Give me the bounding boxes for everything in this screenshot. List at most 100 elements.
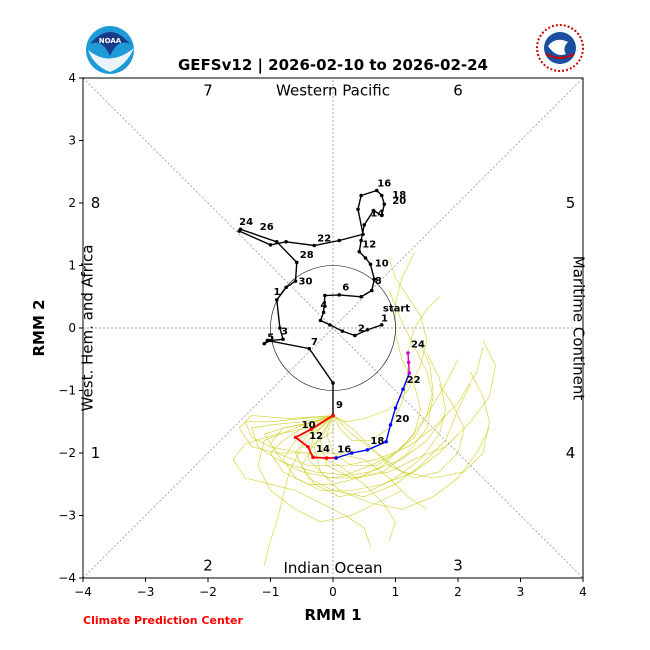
observed-track-point (278, 326, 282, 330)
ensemble-member-10 (313, 415, 490, 510)
x-tick-label: 0 (329, 585, 337, 599)
observed-day-label: 30 (299, 276, 313, 287)
y-tick-label: −3 (58, 509, 76, 523)
forecast-week3-track-point (406, 351, 410, 355)
x-tick-label: −1 (262, 585, 280, 599)
observed-day-label: 8 (375, 276, 382, 287)
y-tick-label: 0 (68, 321, 76, 335)
observed-track-point (265, 338, 270, 343)
ensemble-member-2 (295, 384, 471, 498)
observed-track-point (368, 262, 373, 267)
region-label-bottom: Indian Ocean (283, 559, 382, 577)
forecast-week1-day-label: 14 (316, 444, 330, 455)
observed-track-point (238, 227, 243, 232)
observed-track-point (323, 293, 327, 298)
phase-label-1: 1 (91, 444, 101, 462)
nws-logo (536, 24, 584, 72)
ensemble-group (232, 252, 496, 566)
observed-track-point (312, 243, 317, 248)
phase-label-3: 3 (453, 557, 463, 575)
phase-label-7: 7 (203, 82, 213, 100)
observed-track-point (357, 249, 362, 254)
observed-track-point (268, 243, 273, 247)
forecast-week2-track-point (334, 456, 338, 460)
ensemble-member-4 (257, 415, 402, 523)
x-tick-label: −2 (199, 585, 217, 599)
observed-day-label: 22 (317, 233, 331, 244)
forecast-week2-day-label: 22 (407, 375, 421, 386)
observed-track-point (294, 260, 299, 265)
observed-track-point (379, 213, 384, 218)
observed-day-label: 7 (311, 337, 318, 348)
observed-track-point (359, 193, 363, 198)
observed-track-point (362, 223, 367, 227)
observed-track-point (337, 293, 342, 297)
forecast-week2-day-label: 16 (337, 445, 351, 456)
forecast-week2-day-label: 18 (370, 436, 384, 447)
observed-track-point (372, 277, 377, 282)
observed-track-point (356, 207, 360, 212)
observed-track-point (361, 232, 365, 237)
forecast-week1-day-label: 12 (309, 431, 323, 442)
ensemble-member-13 (238, 415, 396, 541)
observed-day-label: start (383, 303, 410, 314)
forecast-week2-track (335, 372, 410, 459)
observed-day-label: 6 (342, 283, 349, 294)
noaa-logo: NOAA (86, 26, 134, 74)
forecast-week2-track-point (384, 439, 388, 444)
forecast-week1-track-point (309, 427, 313, 432)
x-axis-label: RMM 1 (304, 606, 361, 624)
x-tick-label: 2 (454, 585, 462, 599)
phase-label-2: 2 (203, 557, 213, 575)
forecast-week2-track-point (388, 423, 393, 427)
observed-track-point (359, 294, 363, 299)
observed-track-point (281, 337, 285, 342)
observed-track-point (369, 288, 374, 293)
svg-text:NOAA: NOAA (99, 37, 122, 45)
observed-track-point (379, 193, 384, 198)
x-tick-label: −3 (137, 585, 155, 599)
observed-day-label: 24 (239, 217, 253, 228)
observed-day-label: 2 (358, 323, 365, 334)
region-label-left: West. Hem. and Africa (78, 245, 96, 412)
forecast-week2-track-point (349, 451, 354, 455)
observed-track-point (307, 346, 312, 351)
chart-title: GEFSv12 | 2026-02-10 to 2026-02-24 (178, 56, 488, 75)
ensemble-member-15 (282, 415, 459, 491)
observed-track-point (262, 341, 267, 346)
ensemble-member-1 (251, 415, 446, 479)
observed-track-point (284, 285, 288, 290)
observed-day-label: 16 (377, 178, 391, 189)
forecast-week1-track-point (293, 435, 298, 440)
observed-day-label: 1 (274, 287, 281, 298)
observed-track-point (371, 208, 376, 213)
observed-track-point (374, 188, 379, 193)
y-tick-label: 2 (68, 196, 76, 210)
ensemble-member-14 (332, 371, 490, 479)
observed-track-point (328, 323, 332, 327)
observed-track-point (359, 238, 363, 243)
observed-day-label: 1 (381, 313, 388, 324)
phase-label-8: 8 (91, 194, 101, 212)
observed-track-point (363, 256, 368, 260)
forecast-week2-day-label: 20 (395, 414, 409, 425)
observed-track-point (331, 381, 335, 385)
observed-day-label: 10 (375, 258, 389, 269)
ensemble-member-17 (232, 415, 371, 547)
observed-track-point (293, 279, 298, 283)
ensemble-member-18 (307, 340, 496, 479)
forecast-week1-track-point (306, 444, 310, 449)
x-tick-label: 4 (579, 585, 587, 599)
phase-label-6: 6 (453, 82, 463, 100)
forecast-week1-track-point (324, 456, 329, 460)
forecast-week3-day-label: 24 (411, 340, 425, 351)
ensemble-member-8 (245, 415, 427, 510)
y-tick-label: 3 (68, 134, 76, 148)
observed-day-label: 26 (260, 222, 274, 233)
observed-track-point (340, 329, 345, 333)
observed-day-label: 12 (362, 240, 376, 251)
observed-day-label: 14 (370, 208, 384, 219)
observed-track-point (337, 238, 342, 243)
